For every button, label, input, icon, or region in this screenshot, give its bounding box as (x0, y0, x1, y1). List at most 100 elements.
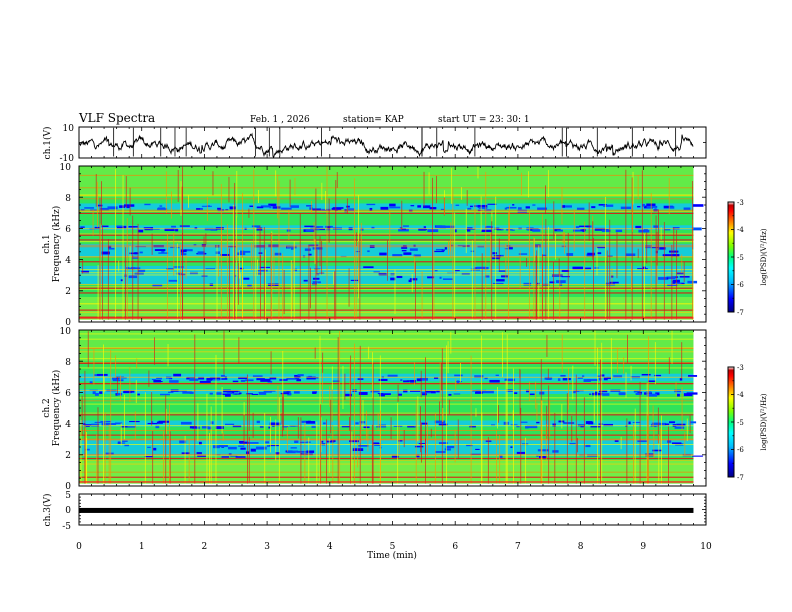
spectrogram-speckle (232, 380, 239, 383)
spectrogram-speckle (672, 227, 680, 230)
spectrogram-speckle (159, 380, 163, 383)
spectrogram-speckle (679, 276, 690, 278)
spectrogram-speckle (511, 229, 515, 231)
spectrogram-speckle (438, 423, 448, 426)
spectrogram-sferic (474, 203, 476, 321)
spectrogram-sferic (335, 180, 337, 321)
spectrogram-sferic (561, 334, 563, 373)
spectrogram-speckle (603, 423, 614, 427)
spectrogram-speckle (467, 207, 472, 210)
spectrogram-speckle (290, 205, 299, 208)
spectrogram-sferic (320, 404, 322, 485)
spectrogram-tone-line (79, 187, 694, 189)
spectrogram-sferic (115, 169, 116, 321)
spectrogram-sferic (291, 263, 293, 310)
spectrogram-sferic (236, 216, 238, 321)
spectrogram-sferic (277, 174, 279, 219)
spectrogram-strong-tone (79, 287, 694, 289)
spectrogram-speckle (139, 251, 143, 254)
spectrogram-speckle (380, 206, 389, 210)
spectrogram-speckle (186, 377, 190, 380)
spectrogram-speckle (316, 226, 324, 228)
spectrogram-sferic (597, 347, 599, 485)
spectrogram-speckle (692, 455, 703, 457)
spectrogram-speckle (358, 392, 368, 395)
spectrogram-sferic (390, 417, 392, 440)
spectrogram-sferic (125, 176, 127, 208)
spectrogram-sferic (297, 417, 299, 439)
spectrogram-speckle (235, 456, 246, 458)
spectrogram-speckle (355, 422, 359, 425)
spectrogram-sferic (562, 232, 564, 244)
spectrogram-speckle (380, 393, 391, 395)
spectrogram-sferic (421, 422, 422, 463)
ch1-ytick-top: 10 (63, 124, 75, 134)
spectrogram-strong-tone (79, 212, 694, 214)
spectrogram-sferic (346, 198, 348, 214)
spectrogram-low-power-band (79, 225, 694, 230)
spectrogram-speckle (268, 244, 279, 248)
spectrogram-speckle (240, 447, 246, 450)
spectrogram-sferic (491, 212, 493, 222)
spectrogram-sferic (104, 412, 106, 485)
spectrogram-sferic (547, 368, 549, 379)
spectrogram-speckle (311, 425, 316, 428)
spectrogram-sferic (542, 254, 543, 321)
spectrogram-sferic (634, 421, 636, 485)
spectrogram-speckle (326, 226, 331, 229)
spectrogram-sferic (536, 402, 538, 422)
spectrogram-sferic (533, 236, 535, 321)
spectrogram-sferic (414, 255, 416, 273)
spectrogram-speckle (504, 378, 516, 382)
spectrogram-sferic (411, 273, 413, 293)
spectrogram-sferic (165, 171, 167, 214)
spectrogram-speckle (510, 446, 513, 448)
spectrogram-sferic (205, 233, 207, 245)
spectrogram-low-power-band (79, 420, 694, 427)
spectrogram-sferic (212, 171, 214, 196)
spectrogram-speckle (654, 374, 662, 377)
spectrogram-speckle (688, 375, 698, 377)
spectrogram-sferic (656, 231, 658, 266)
spectrogram-speckle (355, 251, 360, 253)
spectrogram-tone-line (79, 288, 694, 290)
spectrogram-speckle (209, 392, 213, 395)
spectrogram-sferic (337, 337, 339, 485)
spectrogram-sferic (428, 172, 430, 195)
spectrogram-sferic (546, 405, 548, 439)
spectrogram-speckle (366, 203, 376, 206)
spectrogram-sferic (217, 256, 219, 277)
spectrogram-sferic (433, 249, 435, 321)
spectrogram-sferic (228, 176, 230, 203)
spectrogram-speckle (156, 377, 163, 380)
spectrogram-sferic (367, 429, 369, 452)
ch1-spectrogram-panel: 0 2 4 6 8 10 ch.1 Frequency (kHz) -3 -4 … (42, 163, 768, 328)
spectrogram-sferic (358, 240, 360, 283)
spectrogram-speckle (439, 276, 442, 279)
spectrogram-sferic (275, 170, 277, 197)
spectrogram-sferic (450, 331, 452, 354)
spectrogram-sferic (647, 414, 649, 485)
spectrogram-speckle (508, 246, 513, 250)
spectrogram-speckle (309, 207, 313, 210)
spectrogram-sferic (148, 370, 150, 387)
spectrogram-speckle (666, 276, 676, 280)
spectrogram-sferic (506, 334, 508, 485)
spectrogram-speckle (642, 203, 645, 207)
spectrogram-speckle (182, 391, 192, 394)
spectrogram-sferic (454, 212, 456, 321)
spectrogram-sferic (609, 219, 611, 321)
spectrogram-sferic (420, 370, 422, 398)
spectrogram-sferic (102, 344, 104, 485)
spectrogram-tone-line (79, 274, 694, 276)
ch2-spectrogram-ylabel-frequency: Frequency (kHz) (51, 370, 62, 447)
spectrogram-speckle (164, 229, 171, 231)
spectrogram-speckle (434, 250, 445, 253)
ch2-cb-tick-m6: -6 (737, 446, 744, 454)
spectrogram-speckle (153, 447, 157, 451)
ch1-waveform-panel: 10 -10 ch.1(V) (42, 124, 707, 164)
spectrogram-sferic (350, 355, 352, 485)
spectrogram-sferic (663, 221, 665, 321)
spectrogram-speckle (206, 377, 213, 381)
spectrogram-sferic (248, 436, 250, 483)
